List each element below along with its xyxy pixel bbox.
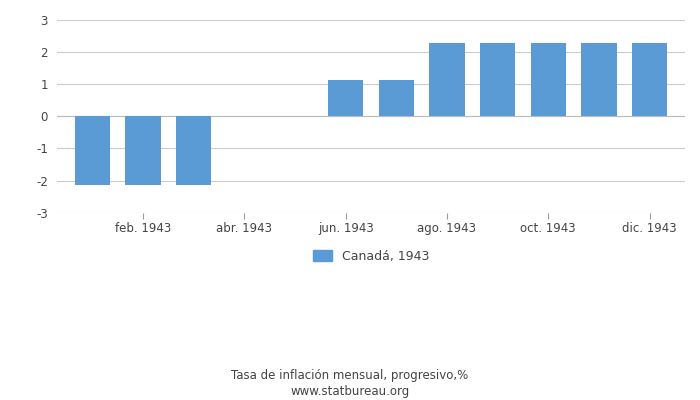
Bar bbox=[125, 116, 161, 185]
Bar bbox=[75, 116, 110, 185]
Bar bbox=[429, 44, 465, 116]
Text: Tasa de inflación mensual, progresivo,%: Tasa de inflación mensual, progresivo,% bbox=[232, 370, 468, 382]
Text: www.statbureau.org: www.statbureau.org bbox=[290, 386, 410, 398]
Bar bbox=[328, 80, 363, 116]
Bar bbox=[176, 116, 211, 185]
Bar bbox=[480, 44, 515, 116]
Legend: Canadá, 1943: Canadá, 1943 bbox=[308, 245, 434, 268]
Bar bbox=[581, 44, 617, 116]
Bar bbox=[379, 80, 414, 116]
Bar bbox=[632, 44, 667, 116]
Bar bbox=[531, 44, 566, 116]
